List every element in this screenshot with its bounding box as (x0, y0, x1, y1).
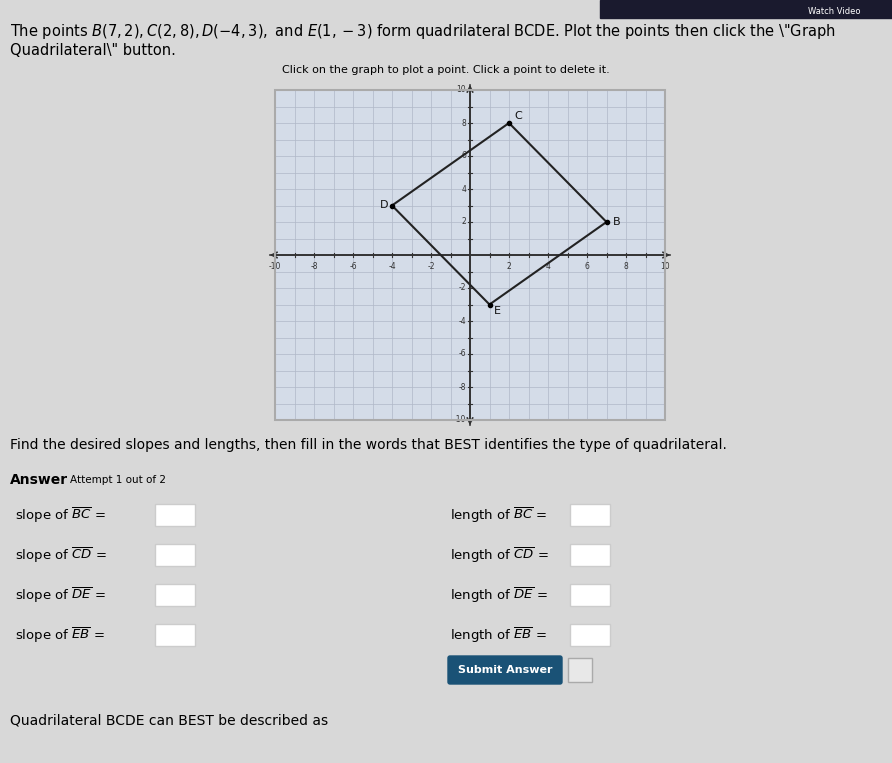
Bar (570, 504, 610, 526)
Text: 2: 2 (461, 217, 466, 227)
Text: length of $\overline{DE}$ =: length of $\overline{DE}$ = (450, 585, 548, 604)
Text: Attempt 1 out of 2: Attempt 1 out of 2 (70, 475, 166, 485)
Bar (600, 0, 892, 18)
Text: Submit Answer: Submit Answer (458, 665, 552, 675)
Bar (568, 658, 592, 682)
Text: 4: 4 (546, 262, 550, 271)
FancyBboxPatch shape (448, 656, 562, 684)
Text: The points $B(7,2), C(2,8), D(-4,3),$ and $E(1,-3)$ form quadrilateral BCDE. Plo: The points $B(7,2), C(2,8), D(-4,3),$ an… (10, 22, 836, 58)
Text: Find the desired slopes and lengths, then fill in the words that BEST identifies: Find the desired slopes and lengths, the… (10, 438, 727, 452)
Text: Click on the graph to plot a point. Click a point to delete it.: Click on the graph to plot a point. Clic… (282, 65, 610, 75)
Text: 8: 8 (461, 118, 466, 127)
Text: 10: 10 (457, 85, 466, 95)
Text: 10: 10 (660, 262, 670, 271)
Text: 4: 4 (461, 185, 466, 194)
Text: length of $\overline{EB}$ =: length of $\overline{EB}$ = (450, 626, 547, 645)
Bar (155, 584, 195, 606)
Text: -4: -4 (458, 317, 466, 326)
Text: Watch Video: Watch Video (807, 8, 860, 17)
Text: 6: 6 (584, 262, 590, 271)
Text: length of $\overline{CD}$ =: length of $\overline{CD}$ = (450, 546, 549, 565)
Text: B: B (613, 217, 620, 227)
Bar (570, 544, 610, 566)
Text: Quadrilateral BCDE can BEST be described as: Quadrilateral BCDE can BEST be described… (10, 713, 328, 727)
Text: -8: -8 (458, 382, 466, 391)
Bar (155, 624, 195, 646)
Text: E: E (493, 305, 500, 315)
Text: -6: -6 (349, 262, 357, 271)
Bar (570, 624, 610, 646)
Text: 2: 2 (507, 262, 511, 271)
Bar (570, 584, 610, 606)
Bar (275, 90, 665, 420)
Text: -10: -10 (268, 262, 281, 271)
Text: -10: -10 (454, 416, 466, 424)
Bar (155, 504, 195, 526)
Text: -2: -2 (427, 262, 434, 271)
Text: D: D (380, 201, 389, 211)
Text: C: C (514, 111, 522, 121)
Text: slope of $\overline{DE}$ =: slope of $\overline{DE}$ = (15, 585, 106, 604)
Text: slope of $\overline{CD}$ =: slope of $\overline{CD}$ = (15, 546, 107, 565)
Text: length of $\overline{BC}$ =: length of $\overline{BC}$ = (450, 505, 548, 525)
Text: -4: -4 (388, 262, 396, 271)
Text: -6: -6 (458, 349, 466, 359)
Text: 8: 8 (624, 262, 628, 271)
Bar (275, 90, 665, 420)
Text: -2: -2 (458, 284, 466, 292)
Text: 6: 6 (461, 152, 466, 160)
Text: Answer: Answer (10, 473, 68, 487)
Text: slope of $\overline{EB}$ =: slope of $\overline{EB}$ = (15, 626, 104, 645)
Bar (155, 544, 195, 566)
Text: slope of $\overline{BC}$ =: slope of $\overline{BC}$ = (15, 505, 105, 525)
Text: -8: -8 (310, 262, 318, 271)
